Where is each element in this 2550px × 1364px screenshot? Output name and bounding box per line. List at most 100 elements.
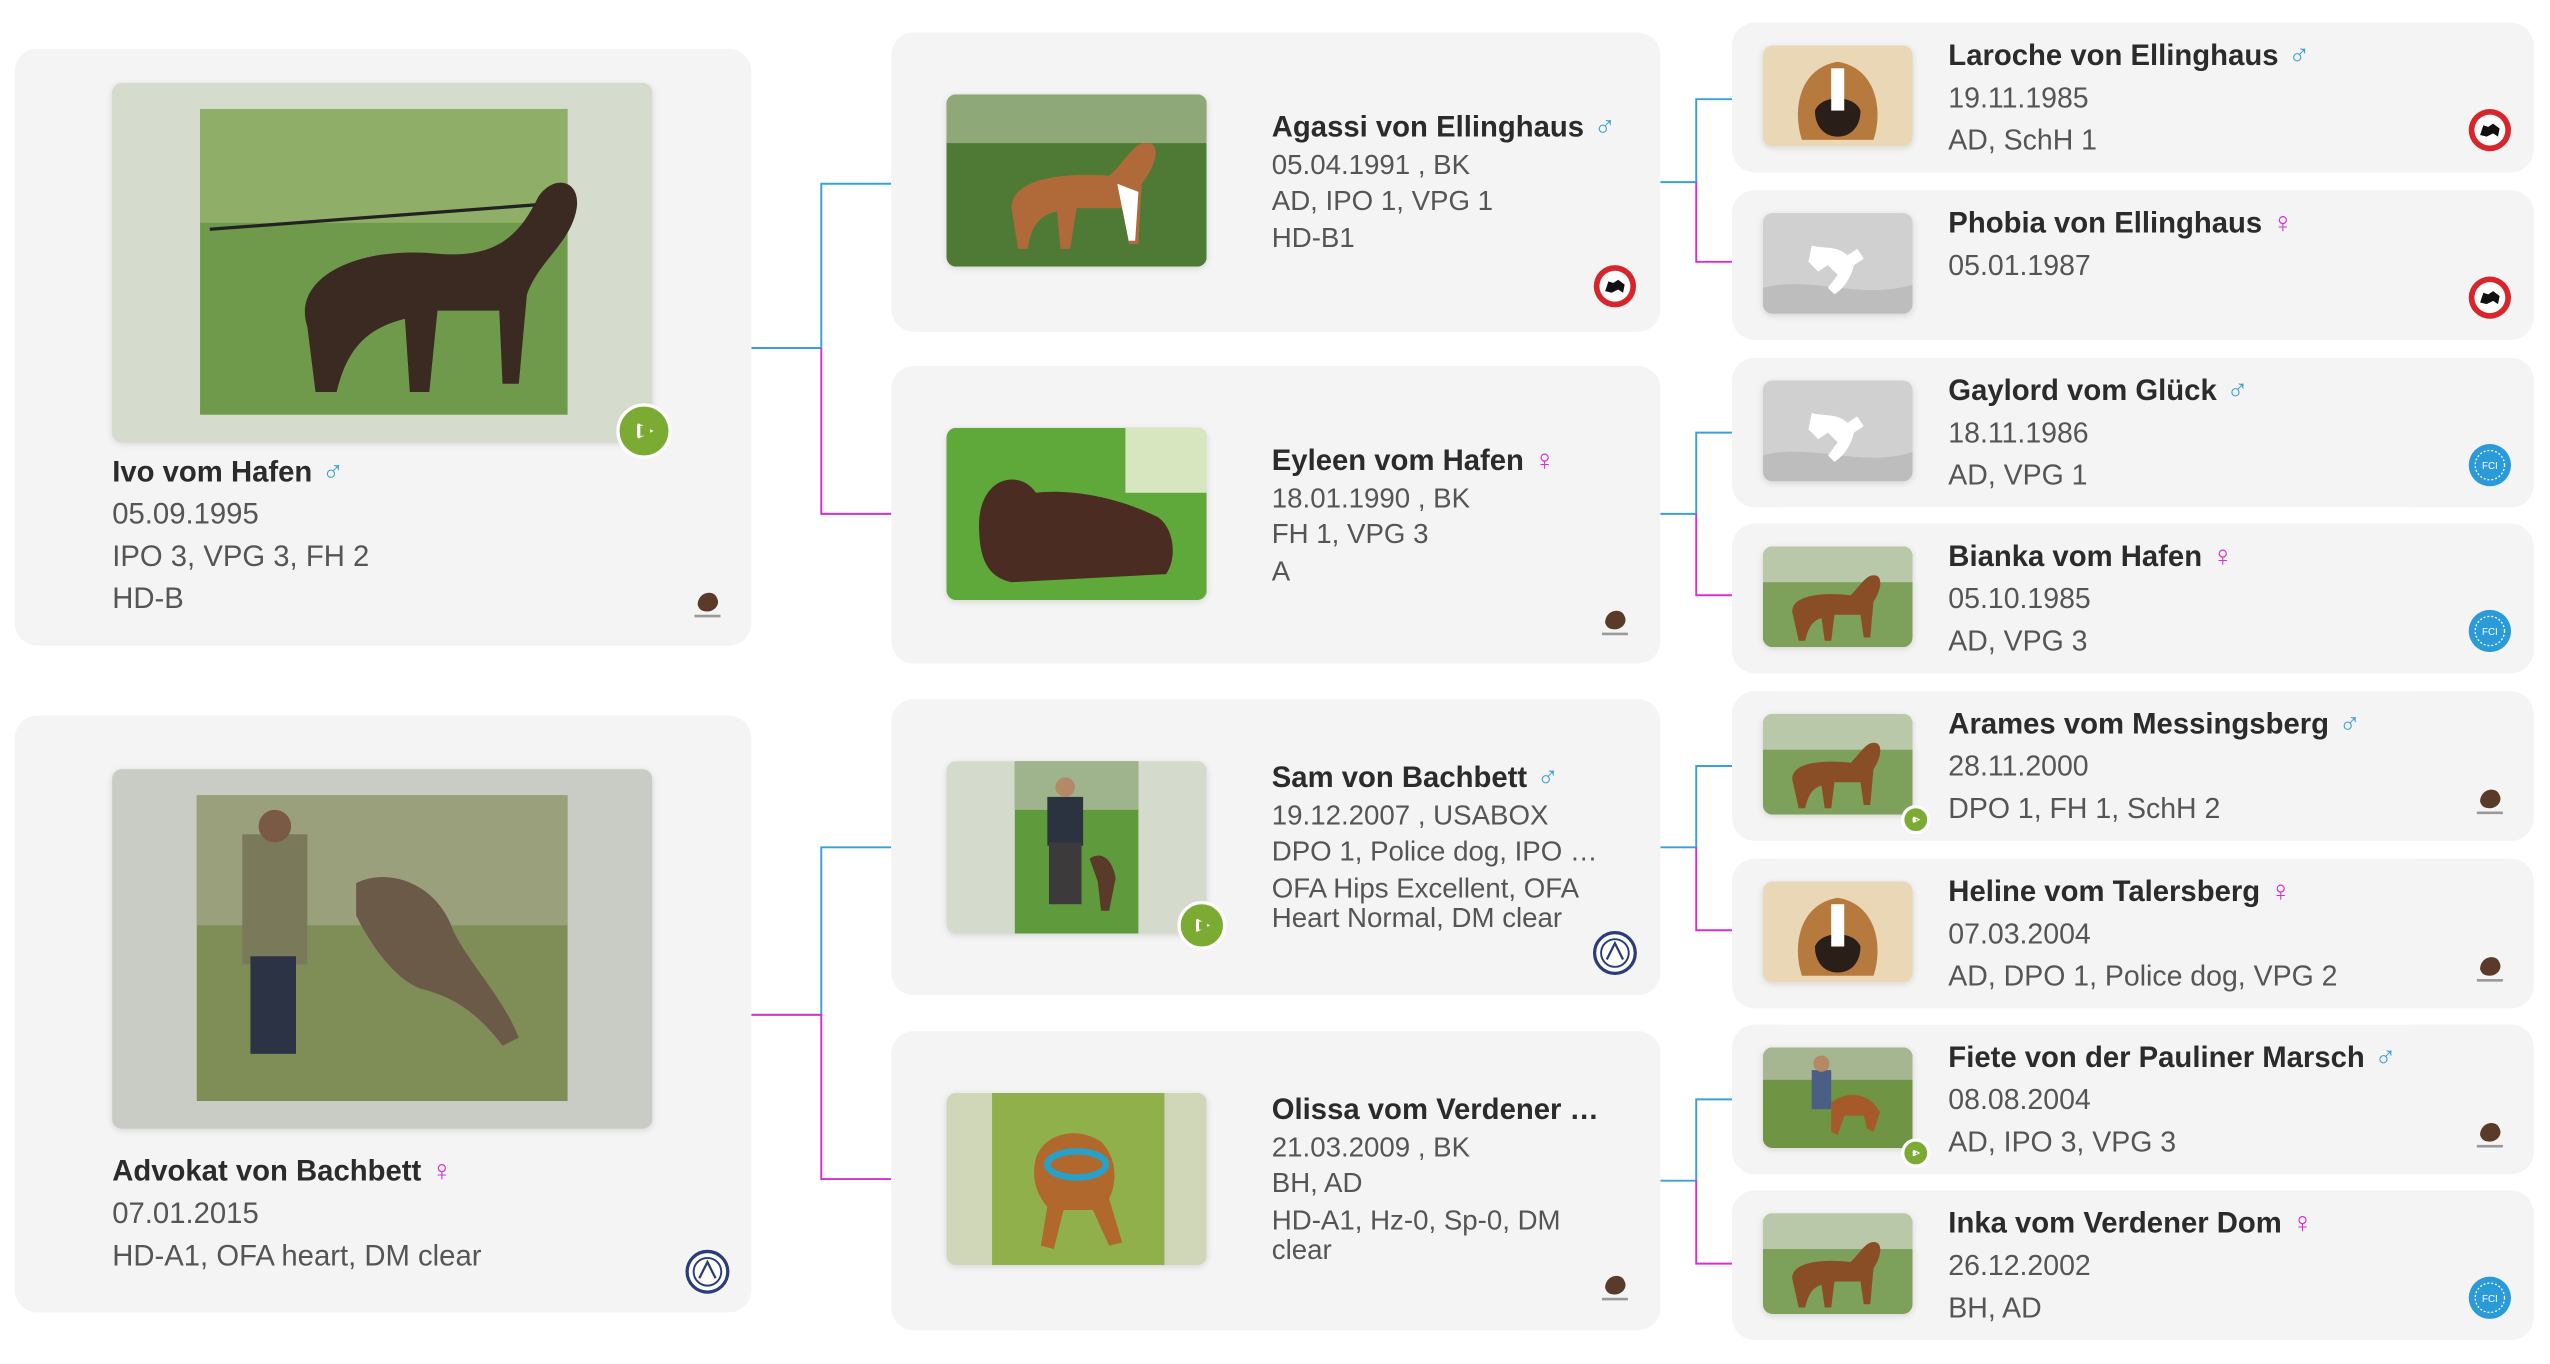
male-sex-icon: ♂ (2338, 707, 2361, 740)
dog-standing-icon (1762, 713, 1913, 815)
pedigree-card-dam-sire[interactable]: Sam von Bachbett ♂ 19.12.2007 , USABOX DP… (891, 699, 1661, 996)
female-sex-icon: ♀ (2291, 1206, 2314, 1240)
pedigree-card-dam[interactable]: Advokat von Bachbett ♀ 07.01.2015 HD-A1, … (14, 715, 752, 1313)
boxerhub-logo (685, 579, 731, 625)
dog-name[interactable]: Olissa vom Verdener D... (1272, 1093, 1605, 1127)
dog-birthdate: 07.03.2004 (1948, 917, 2091, 950)
pedigree-card-gen3[interactable]: Heline vom Talersberg ♀ 07.03.2004 AD, DPO … (1732, 858, 2534, 1009)
pedigree-card-dam-dam[interactable]: Olissa vom Verdener D... 21.03.2009 , BK… (891, 1031, 1661, 1331)
pedigree-card-sire-dam[interactable]: Eyleen vom Hafen ♀ 18.01.1990 , BK FH 1, … (891, 365, 1661, 664)
boxerhub-logo (2467, 943, 2513, 989)
dog-titles: DPO 1, Police dog, IPO 3... (1271, 835, 1606, 867)
dog-photo[interactable] (1762, 45, 1913, 147)
dog-photo[interactable] (1762, 881, 1913, 983)
pedigree-card-gen3[interactable]: Arames vom Messingsberg ♂ 28.11.2000 DPO 1,… (1732, 691, 2534, 841)
svg-text:FCI: FCI (2482, 461, 2498, 472)
dog-name[interactable]: Agassi von Ellinghaus ♂ (1272, 111, 1630, 145)
dog-name[interactable]: Heline vom Talersberg ♀ (1948, 875, 2485, 909)
dog-name-text: Eyleen vom Hafen (1271, 443, 1524, 477)
dog-photo[interactable] (946, 94, 1207, 267)
male-sex-icon: ♂ (2374, 1040, 2397, 1074)
pedigree-card-gen3[interactable]: Bianka vom Hafen ♀ 05.10.1985 AD, VPG 3 FCI (1732, 523, 2534, 674)
dog-name-text: Olissa vom Verdener D... (1271, 1092, 1606, 1126)
akc-logo (685, 1249, 731, 1295)
dog-lying-icon (946, 427, 1207, 601)
dog-photo[interactable] (946, 761, 1207, 934)
pedigree-card-gen3[interactable]: Inka vom Verdener Dom ♀ 26.12.2002 BH, AD FC… (1732, 1190, 2534, 1341)
dog-name-text: Laroche von Ellinghaus (1948, 39, 2279, 72)
pedigree-card-gen3[interactable]: Gaylord vom Glück ♂ 18.11.1986 AD, VPG 1 FCI (1732, 357, 2534, 508)
male-sex-icon: ♂ (1536, 761, 1559, 794)
dog-name-text: Fiete von der Pauliner Marsch (1948, 1040, 2365, 1074)
dog-name[interactable]: Laroche von Ellinghaus ♂ (1948, 39, 2485, 73)
connector-sire-line (751, 182, 892, 350)
dog-birthdate: 05.04.1991 , BK (1271, 149, 1471, 181)
boxerhub-logo (2467, 1109, 2513, 1155)
dog-photo[interactable] (1762, 1047, 1913, 1149)
dog-name[interactable]: Advokat von Bachbett ♀ (112, 1155, 649, 1189)
connector-gen3-line (1660, 98, 1733, 184)
akc-logo (1592, 930, 1638, 976)
dog-titles: BH, AD (1948, 1291, 2042, 1324)
dog-name-text: Heline vom Talersberg (1948, 874, 2261, 908)
dog-name-text: Sam von Bachbett (1271, 761, 1528, 794)
connector-dam-line (751, 846, 892, 1016)
play-video-button[interactable] (1901, 805, 1931, 835)
dog-name[interactable]: Ivo vom Hafen ♂ (112, 455, 649, 489)
fci-logo: FCI (2467, 608, 2513, 654)
connector-gen3-line (1695, 182, 1733, 263)
dog-photo[interactable] (946, 427, 1207, 601)
connector-gen3-line (1695, 847, 1733, 932)
dog-birthdate: 26.12.2002 (1948, 1248, 2091, 1282)
dog-titles: AD, VPG 3 (1948, 624, 2088, 658)
connector-gen3-line (1660, 1098, 1733, 1182)
dog-name[interactable]: Fiete von der Pauliner Marsch ♂ (1948, 1041, 2485, 1075)
dog-titles: AD, VPG 1 (1948, 458, 2088, 492)
pedigree-card-gen3[interactable]: Fiete von der Pauliner Marsch ♂ 08.08.2004… (1732, 1024, 2534, 1175)
play-video-button[interactable] (616, 403, 672, 459)
dog-photo[interactable] (112, 82, 653, 443)
boxerhub-logo (2467, 776, 2513, 822)
dog-titles: FH 1, VPG 3 (1271, 518, 1429, 550)
dog-photo[interactable] (1762, 713, 1913, 815)
dog-photo[interactable] (112, 769, 653, 1129)
dog-photo[interactable] (1762, 213, 1913, 314)
dog-name[interactable]: Sam von Bachbett ♂ (1272, 761, 1630, 795)
play-video-button[interactable] (1901, 1138, 1931, 1168)
dog-photo[interactable] (1762, 1213, 1913, 1315)
dog-name[interactable]: Bianka vom Hafen ♀ (1948, 540, 2485, 574)
dog-name[interactable]: Gaylord vom Glück ♂ (1948, 374, 2485, 408)
dog-name[interactable]: Inka vom Verdener Dom ♀ (1948, 1207, 2485, 1241)
dog-name[interactable]: Phobia von Ellinghaus ♀ (1948, 207, 2485, 241)
pedigree-card-sire-sire[interactable]: Agassi von Ellinghaus ♂ 05.04.1991 , BK A… (891, 32, 1661, 332)
placeholder-dog-icon (1762, 213, 1913, 314)
male-sex-icon: ♂ (2288, 39, 2311, 72)
boxerhub-logo (1592, 597, 1638, 643)
male-sex-icon: ♂ (1593, 110, 1616, 144)
female-sex-icon: ♀ (2211, 539, 2234, 573)
dog-name-text: Bianka vom Hafen (1948, 539, 2203, 573)
pedigree-card-sire[interactable]: Ivo vom Hafen ♂ 05.09.1995 IPO 3, VPG 3, … (14, 48, 752, 646)
dog-standing-icon (112, 82, 653, 443)
dog-photo[interactable] (1762, 546, 1913, 648)
dog-name[interactable]: Arames vom Messingsberg ♂ (1948, 707, 2485, 741)
play-video-button[interactable] (1177, 900, 1227, 950)
dog-name-text: Advokat von Bachbett (112, 1154, 422, 1188)
connector-gen3-line (1695, 513, 1733, 597)
dog-photo[interactable] (1762, 380, 1913, 482)
svg-text:FCI: FCI (2482, 1294, 2498, 1305)
dog-birthdate: 19.11.1985 (1948, 81, 2089, 114)
dog-head-icon (1762, 45, 1913, 147)
dog-photo[interactable] (946, 1092, 1207, 1266)
connector-dam-line (751, 1013, 892, 1181)
dog-name-text: Phobia von Ellinghaus (1948, 206, 2263, 240)
dog-name[interactable]: Eyleen vom Hafen ♀ (1272, 444, 1630, 478)
connector-gen3-line (1660, 431, 1733, 515)
connector-gen3-line (1695, 1180, 1733, 1265)
pedigree-card-gen3[interactable]: Phobia von Ellinghaus ♀ 05.01.1987 (1732, 190, 2534, 340)
dog-birthdate: 08.08.2004 (1948, 1083, 2091, 1116)
dog-health: HD-A1, Hz-0, Sp-0, DM clear (1271, 1206, 1561, 1266)
pedigree-card-gen3[interactable]: Laroche von Ellinghaus ♂ 19.11.1985 AD, Sch… (1732, 22, 2534, 173)
dog-health: OFA Hips Excellent, OFA Heart Normal, DM… (1271, 874, 1578, 934)
